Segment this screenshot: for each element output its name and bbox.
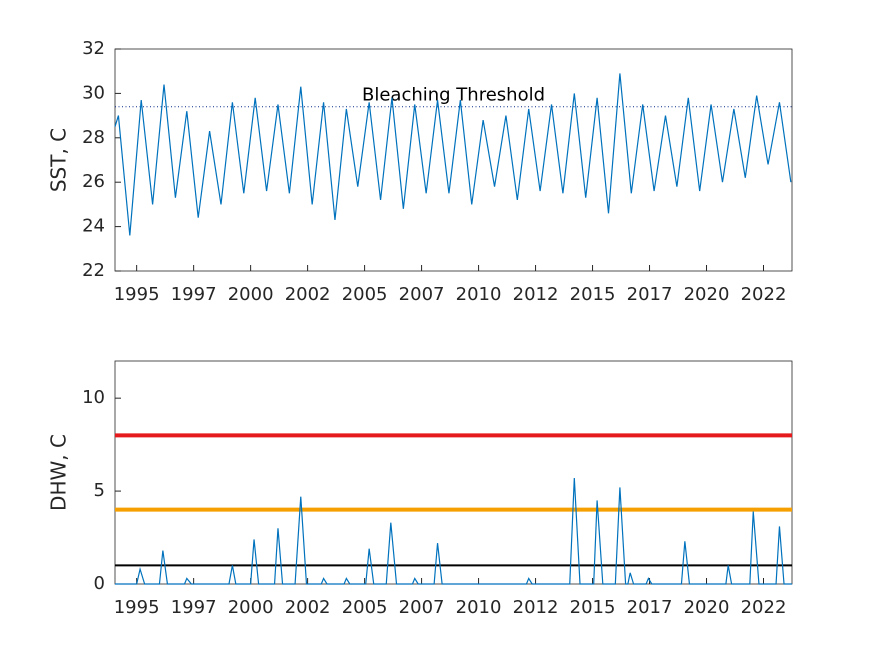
x-tick-label: 2007: [399, 597, 445, 618]
x-tick-label: 2005: [342, 597, 388, 618]
y-tick-label: 30: [82, 82, 105, 103]
y-tick-label: 22: [82, 260, 105, 281]
x-tick-label: 2017: [627, 284, 673, 305]
x-tick-label: 2000: [228, 597, 274, 618]
y-tick-label: 10: [82, 387, 105, 408]
x-tick-label: 2012: [513, 597, 559, 618]
axes-box: [114, 360, 793, 585]
y-tick-label: 24: [82, 216, 105, 237]
x-tick-label: 2007: [399, 284, 445, 305]
x-tick-label: 2020: [684, 284, 730, 305]
x-tick-label: 1997: [171, 284, 217, 305]
x-tick-label: 2002: [285, 597, 331, 618]
x-tick-label: 2020: [684, 597, 730, 618]
y-axis-label: SST, C: [47, 128, 71, 192]
x-tick-label: 1995: [114, 597, 160, 618]
y-axis-label: DHW, C: [47, 434, 71, 511]
data-line: [114, 73, 792, 236]
threshold-label: Bleaching Threshold: [362, 85, 545, 106]
y-tick-label: 5: [94, 480, 105, 501]
x-tick-label: 1995: [114, 284, 160, 305]
x-tick-label: 2022: [741, 284, 787, 305]
y-tick-label: 26: [82, 171, 105, 192]
x-tick-label: 2002: [285, 284, 331, 305]
x-tick-label: 2022: [741, 597, 787, 618]
y-tick-label: 32: [82, 38, 105, 59]
x-tick-label: 2010: [456, 597, 502, 618]
y-tick-label: 28: [82, 127, 105, 148]
x-tick-label: 2005: [342, 284, 388, 305]
x-tick-label: 1997: [171, 597, 217, 618]
x-tick-label: 2012: [513, 284, 559, 305]
x-tick-label: 2017: [627, 597, 673, 618]
x-tick-label: 2000: [228, 284, 274, 305]
x-tick-label: 2010: [456, 284, 502, 305]
x-tick-label: 2015: [570, 284, 616, 305]
y-tick-label: 0: [94, 573, 105, 594]
data-line: [115, 478, 792, 585]
x-tick-label: 2015: [570, 597, 616, 618]
